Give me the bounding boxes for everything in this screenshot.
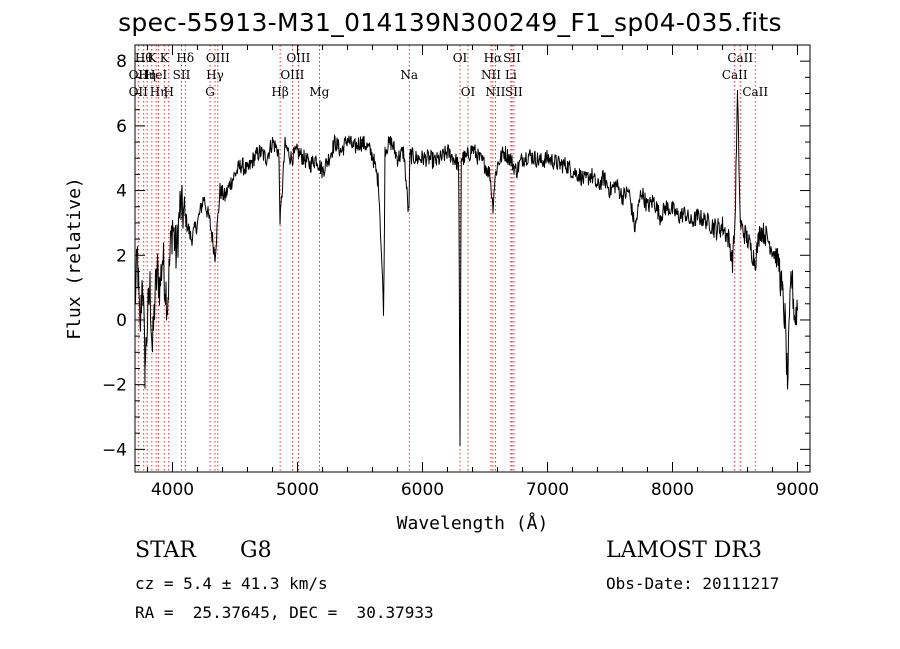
emission-line-label: G <box>205 85 215 99</box>
y-tick-label: −4 <box>102 440 127 460</box>
emission-line-label: HeI <box>145 68 168 82</box>
x-tick-label: 4000 <box>151 480 194 500</box>
emission-line-label: Hη <box>150 85 168 99</box>
y-tick-label: 6 <box>116 117 127 137</box>
survey-name: LAMOST DR3 <box>606 538 762 563</box>
emission-line-label: SII <box>505 85 523 99</box>
y-tick-label: 2 <box>116 246 127 266</box>
emission-line-labels: OIIOIIHθHηKHeIHηKHSIIHδGHγOIIIHβOIIIOIII… <box>129 51 769 99</box>
emission-line-label: K <box>160 51 170 65</box>
x-tick-label: 8000 <box>651 480 694 500</box>
coordinates: RA = 25.37645, DEC = 30.37933 <box>135 603 434 622</box>
emission-line-label: Na <box>400 68 418 82</box>
y-axis: −4 −2 0 2 4 6 8 <box>102 44 810 467</box>
emission-line-label: SII <box>503 51 521 65</box>
emission-line-label: Hδ <box>176 51 194 65</box>
x-axis-label: Wavelength (Å) <box>397 512 549 534</box>
emission-line-label: K <box>147 51 157 65</box>
emission-line-label: Hγ <box>206 68 224 82</box>
emission-line-label: Mg <box>309 85 329 99</box>
spectrum-chart: OIIOIIHθHηKHeIHηKHSIIHδGHγOIIIHβOIIIOIII… <box>64 44 819 534</box>
plot-frame <box>134 44 811 473</box>
emission-line-label: OI <box>461 85 476 99</box>
emission-line-label: OIII <box>286 51 310 65</box>
emission-line-label: NII <box>481 68 501 82</box>
redshift-velocity: cz = 5.4 ± 41.3 km/s <box>135 574 328 593</box>
emission-line-label: Hα <box>484 51 503 65</box>
observation-date: Obs-Date: 20111217 <box>606 574 780 593</box>
emission-line-label: OIII <box>206 51 230 65</box>
emission-line-label: OI <box>453 51 468 65</box>
emission-line-label: OIII <box>280 68 304 82</box>
emission-line-label: Hβ <box>271 85 288 99</box>
emission-line-label: Hη <box>138 68 156 82</box>
emission-line-label: CaII <box>722 68 748 82</box>
y-tick-label: 0 <box>116 311 127 331</box>
emission-line-label: OII <box>129 68 149 82</box>
x-tick-label: 7000 <box>526 480 569 500</box>
x-tick-label: 5000 <box>276 480 319 500</box>
emission-line-label: SII <box>173 68 191 82</box>
x-tick-label: 6000 <box>401 480 444 500</box>
emission-line-label: CaII <box>727 51 753 65</box>
emission-line-label: OII <box>129 85 149 99</box>
emission-line-markers <box>137 45 756 472</box>
spectrum-line <box>134 89 798 447</box>
y-tick-label: −2 <box>102 376 127 396</box>
chart-title: spec-55913-M31_014139N300249_F1_sp04-035… <box>118 8 782 37</box>
object-class: STAR <box>135 538 196 563</box>
emission-line-label: Li <box>505 68 517 82</box>
y-tick-label: 8 <box>116 52 127 72</box>
object-subclass: G8 <box>240 538 272 563</box>
x-tick-label: 9000 <box>776 480 819 500</box>
emission-line-label: NII <box>485 85 505 99</box>
y-tick-label: 4 <box>116 182 127 202</box>
emission-line-label: H <box>164 85 174 99</box>
y-axis-label: Flux (relative) <box>64 177 85 340</box>
x-axis: 4000 5000 6000 7000 8000 9000 <box>147 45 819 500</box>
emission-line-label: CaII <box>742 85 768 99</box>
